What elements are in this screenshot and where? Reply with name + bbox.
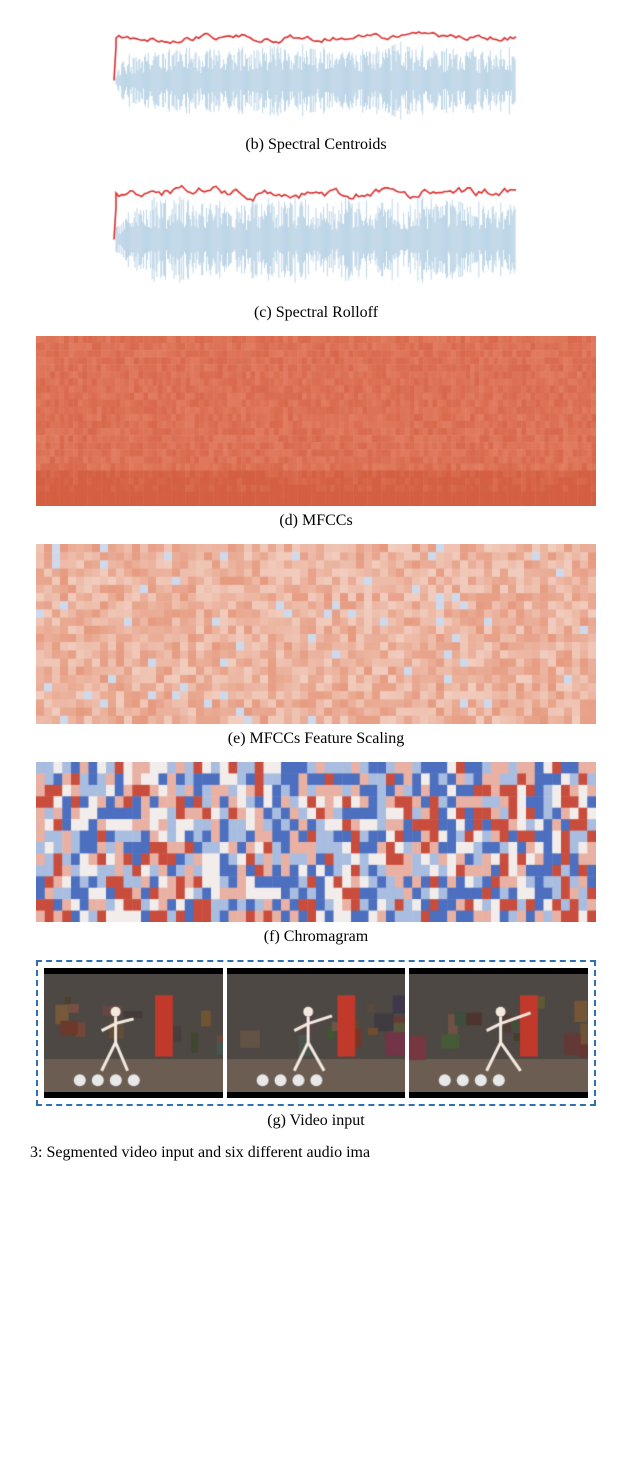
video-frame-2 <box>227 968 406 1098</box>
waveform-c <box>96 168 536 298</box>
panel-e: (e) MFCCs Feature Scaling <box>30 544 602 748</box>
caption-b: (b) Spectral Centroids <box>30 136 602 154</box>
caption-f: (f) Chromagram <box>30 928 602 946</box>
heatmap-f <box>36 762 596 922</box>
waveform-b <box>96 20 536 130</box>
caption-g: (g) Video input <box>30 1112 602 1130</box>
caption-c: (c) Spectral Rolloff <box>30 304 602 322</box>
panel-b: (b) Spectral Centroids <box>30 20 602 154</box>
caption-e: (e) MFCCs Feature Scaling <box>30 730 602 748</box>
panel-c: (c) Spectral Rolloff <box>30 168 602 322</box>
video-frames-row <box>36 960 596 1106</box>
heatmap-e <box>36 544 596 724</box>
figure-main-caption: 3: Segmented video input and six differe… <box>30 1144 602 1162</box>
panel-f: (f) Chromagram <box>30 762 602 946</box>
panel-g: (g) Video input <box>30 960 602 1130</box>
heatmap-d <box>36 336 596 506</box>
panel-d: (d) MFCCs <box>30 336 602 530</box>
caption-d: (d) MFCCs <box>30 512 602 530</box>
video-frame-3 <box>409 968 588 1098</box>
video-frame-1 <box>44 968 223 1098</box>
